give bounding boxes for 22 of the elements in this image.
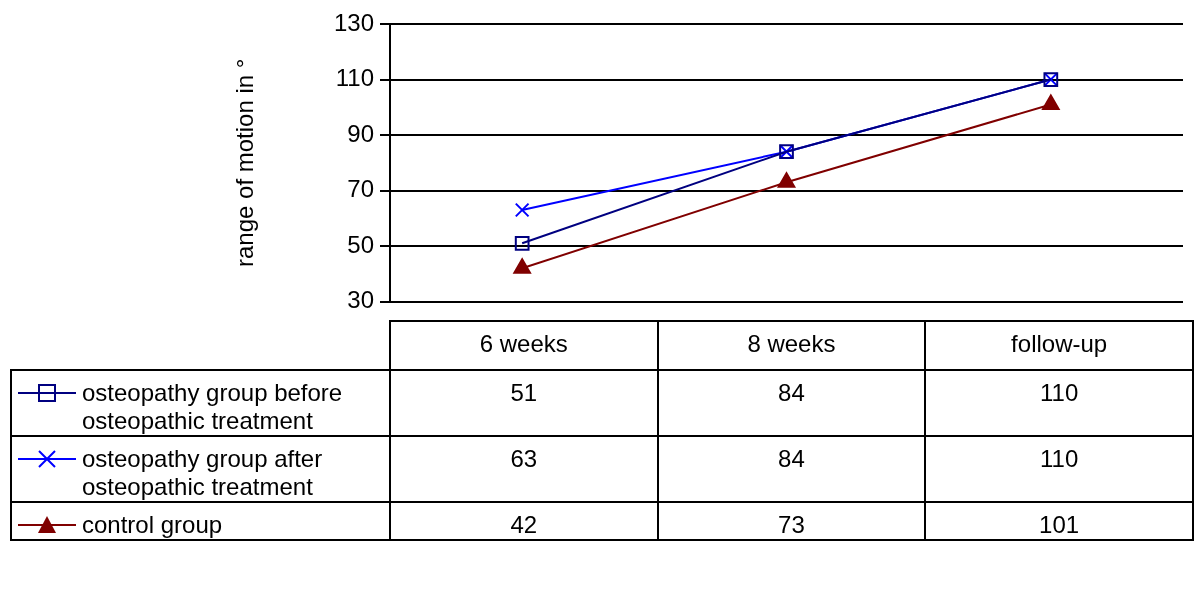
x-tick-label: 8 weeks xyxy=(657,321,926,370)
y-axis-title: range of motion in ° xyxy=(231,58,259,267)
legend-label: osteopathy group before osteopathic treatment xyxy=(82,379,344,435)
legend-label: osteopathy group after osteopathic treatment xyxy=(82,445,324,501)
y-tick-label: 70 xyxy=(347,175,374,203)
y-tick-label: 90 xyxy=(347,119,374,147)
y-tick-label: 110 xyxy=(335,64,374,92)
y-tick-label: 50 xyxy=(347,230,374,258)
data-label: 84 xyxy=(657,370,926,436)
data-label: 101 xyxy=(925,502,1193,540)
y-tick-label: 30 xyxy=(347,286,374,314)
data-label: 110 xyxy=(925,370,1193,436)
legend-label: control group xyxy=(82,511,223,539)
data-label: 73 xyxy=(657,502,926,540)
x-tick-label: follow-up xyxy=(925,321,1193,370)
y-tick-label: 130 xyxy=(333,8,374,36)
data-label: 110 xyxy=(925,436,1193,502)
data-label: 84 xyxy=(657,436,926,502)
x-tick-label: 6 weeks xyxy=(389,321,658,370)
data-label: 51 xyxy=(389,370,658,436)
data-label: 63 xyxy=(389,436,658,502)
data-label: 42 xyxy=(389,502,658,540)
